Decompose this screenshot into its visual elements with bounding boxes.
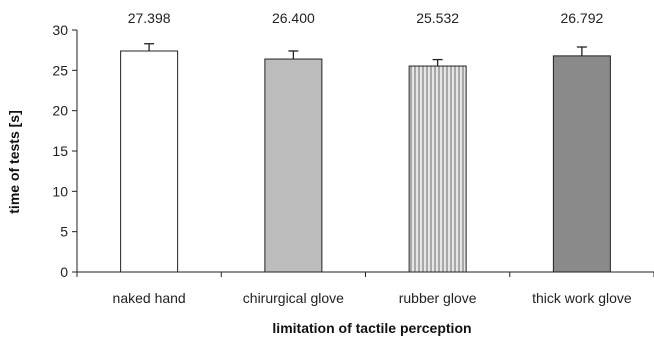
error-bar bbox=[576, 46, 587, 56]
y-tick-label: 25 bbox=[52, 62, 68, 78]
category-label: chirurgical glove bbox=[243, 290, 344, 306]
y-tick-label: 20 bbox=[52, 103, 68, 119]
category-label: rubber glove bbox=[399, 290, 477, 306]
data-labels: 27.398 26.400 25.532 26.792 bbox=[128, 10, 604, 26]
error-bar bbox=[288, 50, 299, 60]
data-label: 27.398 bbox=[128, 10, 171, 26]
y-tick-label: 10 bbox=[52, 183, 68, 199]
category-labels: naked hand chirurgical glove rubber glove t… bbox=[113, 290, 632, 306]
bar bbox=[552, 55, 611, 273]
y-tick-label: 5 bbox=[60, 224, 68, 240]
data-label: 26.400 bbox=[272, 10, 315, 26]
bar bbox=[408, 65, 467, 273]
error-bar bbox=[432, 58, 443, 67]
bars bbox=[120, 50, 611, 273]
category-label: thick work glove bbox=[532, 290, 632, 306]
y-ticks: 0 5 10 15 20 25 30 bbox=[52, 22, 654, 280]
category-label: naked hand bbox=[113, 290, 186, 306]
bar bbox=[120, 50, 179, 273]
error-bar bbox=[144, 43, 155, 51]
error-bars bbox=[144, 43, 587, 67]
x-axis-title: limitation of tactile perception bbox=[272, 320, 471, 336]
y-tick-label: 0 bbox=[60, 264, 68, 280]
y-tick-label: 30 bbox=[52, 22, 68, 38]
y-axis-title: time of tests [s] bbox=[6, 110, 22, 213]
bar bbox=[264, 58, 323, 273]
data-label: 26.792 bbox=[560, 10, 603, 26]
y-tick-label: 15 bbox=[52, 143, 68, 159]
data-label: 25.532 bbox=[416, 10, 459, 26]
